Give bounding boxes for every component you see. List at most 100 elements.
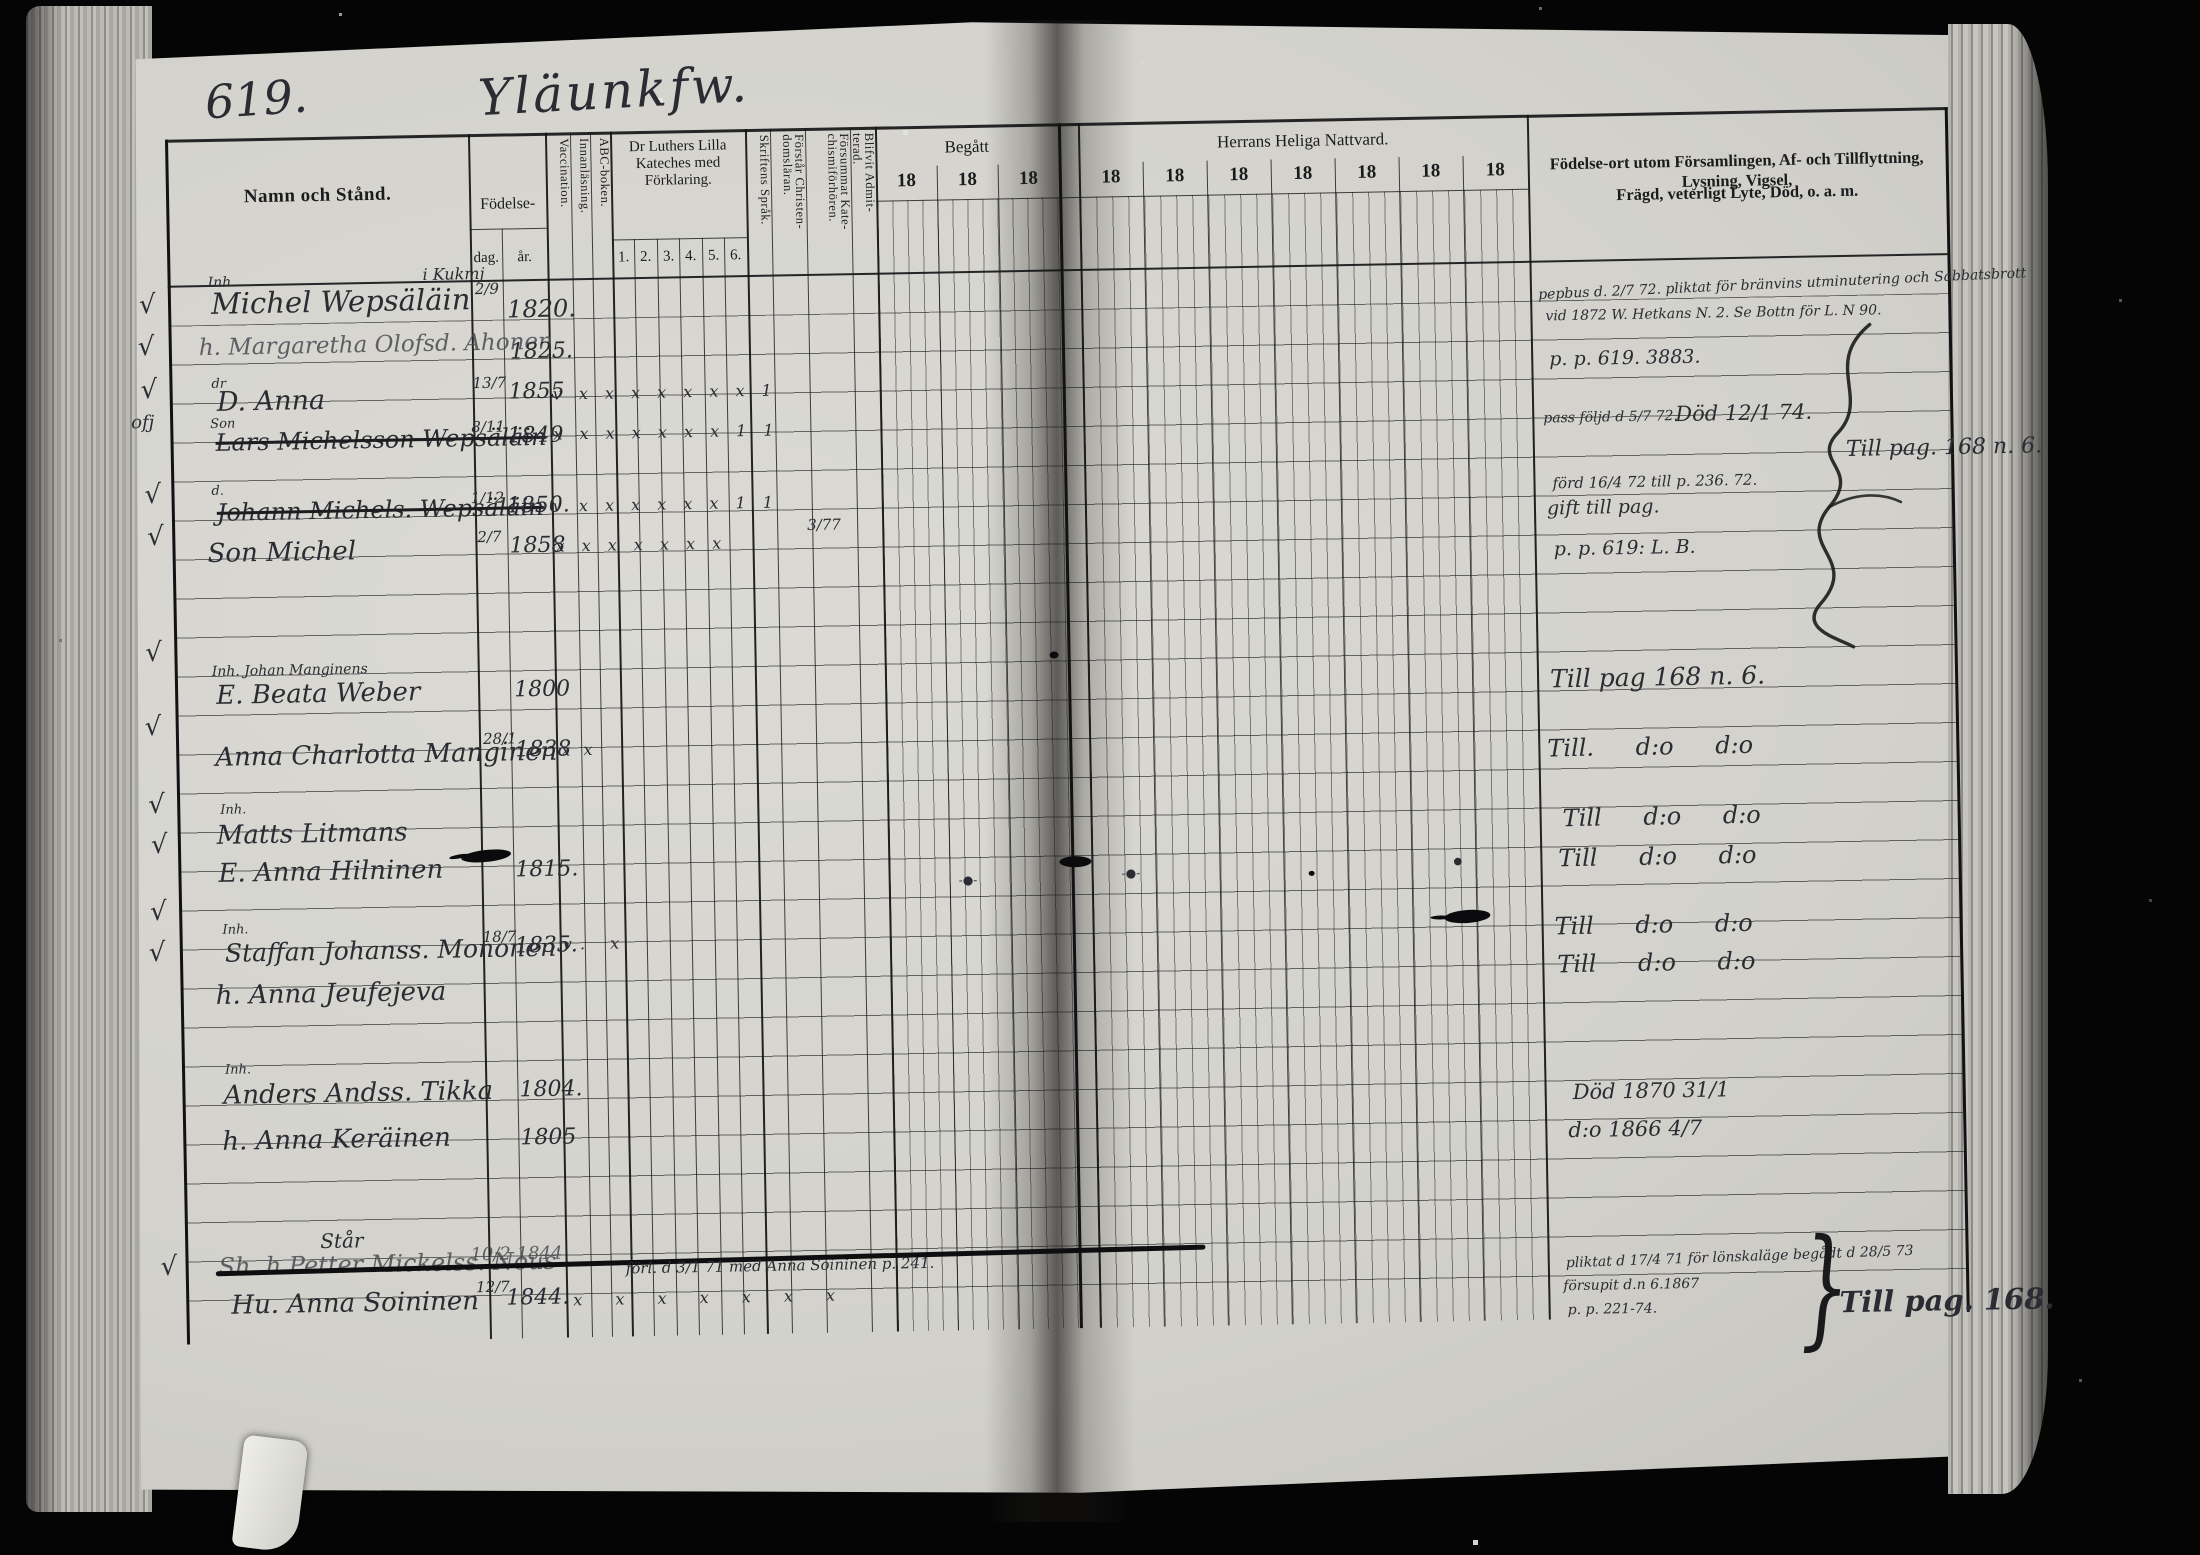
note-pass: pass följd d 5/7 72. xyxy=(1543,408,1679,427)
col-header-forsummat-katechismiforhoren: Försummat Kate- chismiförhören. xyxy=(824,133,853,231)
col-header-fodelse: Födelse- xyxy=(480,194,536,213)
year-cell: 18 xyxy=(1229,163,1249,186)
entry-name: E. Anna Hilninen xyxy=(218,854,444,889)
note-married: gift till pag. xyxy=(1546,495,1660,520)
note-till: Till d:o d:o xyxy=(1558,840,1757,873)
entry-name: h. Anna Jeufejeva xyxy=(215,976,447,1011)
entry-tag: Inh. xyxy=(222,922,249,938)
col-header-namn: Namn och Stånd. xyxy=(243,183,392,208)
note-till: Till. d:o d:o xyxy=(1547,730,1754,763)
note-till: Till d:o d:o xyxy=(1554,908,1753,941)
entry-dag: 8/11 xyxy=(471,417,506,437)
katekes-num-5: 5. xyxy=(707,247,720,264)
margin-check: √ xyxy=(137,331,155,363)
note-till-pag-big: Till pag. 168. xyxy=(1839,1281,2055,1320)
note-page-ref: p. p. 619: L. B. xyxy=(1553,535,1696,561)
entry-ar: 1820. xyxy=(506,294,577,324)
col-header-ar: år. xyxy=(517,249,533,266)
left-page-stack-edge xyxy=(26,6,152,1512)
note-page-ref: p. p. 619. 3883. xyxy=(1549,345,1701,371)
margin-note-ofj: ofj xyxy=(130,411,155,434)
communion-mark: -●- xyxy=(958,872,978,888)
entry-tag: d. xyxy=(211,483,225,499)
note-till: Till pag 168 n. 6. xyxy=(1549,660,1766,694)
entry-name: Matts Litmans xyxy=(216,817,408,851)
entry-name: h. Anna Keräinen xyxy=(222,1122,452,1157)
year-cell: 18 xyxy=(1018,167,1039,190)
year-cell: 18 xyxy=(1421,160,1441,182)
entry-dag: 1/12 xyxy=(470,488,505,508)
entry-ar: 1805 xyxy=(520,1124,577,1151)
year-cell: 18 xyxy=(1485,159,1505,181)
entry-dag: 13/7 xyxy=(472,373,507,393)
katekes-num-4: 4. xyxy=(684,248,697,265)
entry-ar: 1815. xyxy=(515,856,579,883)
col-header-nattvard: Herrans Heliga Nattvard. xyxy=(1216,129,1389,152)
entry-tag: Inh. Johan Manginens xyxy=(211,661,368,680)
note-moved: förd 16/4 72 till p. 236. 72. xyxy=(1552,470,1758,493)
entry-marks: x x x x x x x xyxy=(555,533,728,556)
note-death-year: d:o 1866 4/7 xyxy=(1568,1115,1703,1143)
margin-check: √ xyxy=(147,521,165,553)
entry-tag: Inh. xyxy=(220,802,247,818)
margin-check: √ xyxy=(160,1251,178,1282)
communion-mark: ● xyxy=(1453,856,1463,868)
entry-dag: 2/9 xyxy=(474,279,500,299)
ledger-table: Namn och Stånd. Födelse- dag. år. Vaccin… xyxy=(131,107,2055,1385)
entry-name: D. Anna xyxy=(216,384,326,418)
entry-dag: 2/7 xyxy=(477,527,502,547)
margin-check: √ xyxy=(148,937,166,969)
entry-name: Michel Wepsäläin xyxy=(210,282,471,321)
katekes-num-3: 3. xyxy=(662,248,675,265)
page-number: 619. xyxy=(203,68,310,130)
entry-dag: 28/1 xyxy=(482,729,517,748)
year-cell: 18 xyxy=(1165,165,1185,187)
margin-check: √ xyxy=(145,637,163,669)
entry-ar: 1804. xyxy=(519,1076,583,1103)
entry-ar: 1825. xyxy=(509,338,574,365)
margin-check: √ xyxy=(144,711,162,743)
page-corner-curl xyxy=(231,1434,309,1554)
dust-specks xyxy=(0,0,1,1)
note-fine: p. p. 221-74. xyxy=(1567,1300,1658,1319)
note-fine: försupit d.n 6.1867 xyxy=(1563,1275,1700,1295)
entry-tag: Inh. xyxy=(224,1062,252,1078)
note-till: Till d:o d:o xyxy=(1562,800,1761,833)
year-cell: 18 xyxy=(896,169,917,192)
begatt-subcolumns xyxy=(877,197,1080,1332)
hline-fodelse xyxy=(469,227,547,231)
entry-extra-mark: 3/77 xyxy=(807,515,842,535)
ink-dot xyxy=(1308,870,1315,876)
entry-name: Anders Andss. Tikka xyxy=(223,1075,494,1111)
entry-tag: Står xyxy=(319,1228,364,1254)
nattvard-subcolumns xyxy=(1080,188,1549,1328)
entry-marks: v. x xyxy=(562,933,630,954)
katekes-num-6: 6. xyxy=(729,247,742,264)
entry-dag: 12/7 xyxy=(475,1277,510,1297)
year-cell: 18 xyxy=(1101,166,1121,188)
katekes-num-1: 1. xyxy=(617,249,630,266)
col-header-blifvit-admitterad: Blifvit Admit- terad. xyxy=(849,132,878,213)
margin-check: √ xyxy=(140,374,158,406)
col-header-forstar-christendomslaran: Förstår Christen- domsläran. xyxy=(780,133,808,230)
year-cell: 18 xyxy=(957,168,978,191)
col-header-begatt: Begått xyxy=(944,136,990,157)
entry-ar: 1800 xyxy=(513,676,571,703)
entry-dag: 18/7 xyxy=(482,927,517,947)
entry-name: Son Michel xyxy=(207,536,357,570)
brace-flourish xyxy=(1812,322,1903,649)
margin-check: √ xyxy=(149,896,167,928)
note-till: Till d:o d:o xyxy=(1557,946,1756,979)
col-header-vaccination: Vaccination. xyxy=(557,138,573,208)
note-death-year: Död 1870 31/1 xyxy=(1572,1077,1730,1105)
margin-check: √ xyxy=(147,789,166,821)
margin-check: √ xyxy=(144,479,162,511)
year-cell: 18 xyxy=(1357,161,1377,183)
year-cell: 18 xyxy=(1293,162,1313,185)
communion-mark: -●- xyxy=(1121,865,1141,881)
col-header-katekes: Dr Luthers Lilla Kateches med Förklaring… xyxy=(628,137,727,189)
margin-check: √ xyxy=(150,829,168,861)
margin-check: √ xyxy=(138,289,156,321)
katekes-num-2: 2. xyxy=(639,248,652,266)
